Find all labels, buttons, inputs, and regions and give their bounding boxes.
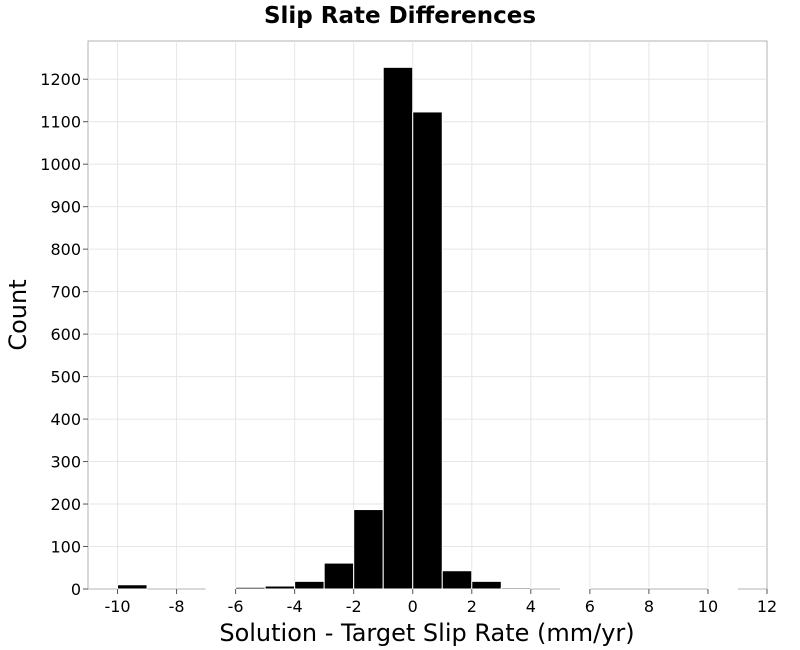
y-tick-label: 300 — [50, 453, 81, 472]
y-tick-label: 1200 — [40, 70, 81, 89]
y-tick-label: 1100 — [40, 113, 81, 132]
histogram-bar — [353, 509, 384, 590]
y-axis-label: Count — [4, 279, 32, 350]
histogram-bar — [235, 586, 266, 590]
x-tick-label: 8 — [644, 597, 654, 616]
x-axis-label: Solution - Target Slip Rate (mm/yr) — [219, 619, 634, 647]
y-axis-ticks: 0 100 200 300 400 500 600 700 800 900 1000 1100 1200 — [40, 70, 88, 599]
x-tick-label: 10 — [698, 597, 718, 616]
histogram-bar — [117, 584, 148, 590]
y-tick-label: 400 — [50, 410, 81, 429]
y-tick-label: 1000 — [40, 155, 81, 174]
histogram-bar — [471, 580, 502, 590]
x-axis-ticks: -10 -8 -6 -4 -2 0 2 4 6 8 10 12 — [104, 589, 777, 616]
chart-title: Slip Rate Differences — [264, 3, 536, 29]
y-tick-label: 600 — [50, 325, 81, 344]
x-tick-label: -4 — [287, 597, 303, 616]
x-tick-label: -2 — [346, 597, 362, 616]
y-tick-label: 0 — [71, 580, 81, 599]
histogram-bar — [205, 587, 237, 590]
histogram-bar — [294, 580, 325, 590]
x-tick-label: 4 — [526, 597, 536, 616]
x-tick-label: -10 — [104, 597, 130, 616]
x-tick-label: 0 — [408, 597, 418, 616]
histogram-bar — [500, 587, 532, 590]
y-tick-label: 800 — [50, 240, 81, 259]
y-tick-label: 900 — [50, 198, 81, 217]
y-tick-label: 700 — [50, 283, 81, 302]
x-tick-label: 12 — [757, 597, 777, 616]
x-tick-label: 2 — [467, 597, 477, 616]
y-tick-label: 500 — [50, 368, 81, 387]
bars — [117, 66, 738, 590]
histogram-bar — [382, 66, 414, 590]
x-tick-label: -8 — [169, 597, 185, 616]
y-tick-label: 200 — [50, 495, 81, 514]
x-tick-label: 6 — [585, 597, 595, 616]
histogram-bar — [412, 111, 443, 590]
histogram-bar — [264, 585, 296, 590]
y-tick-label: 100 — [50, 538, 81, 557]
histogram-bar — [323, 562, 355, 590]
x-tick-label: -6 — [228, 597, 244, 616]
histogram-bar — [441, 570, 473, 590]
